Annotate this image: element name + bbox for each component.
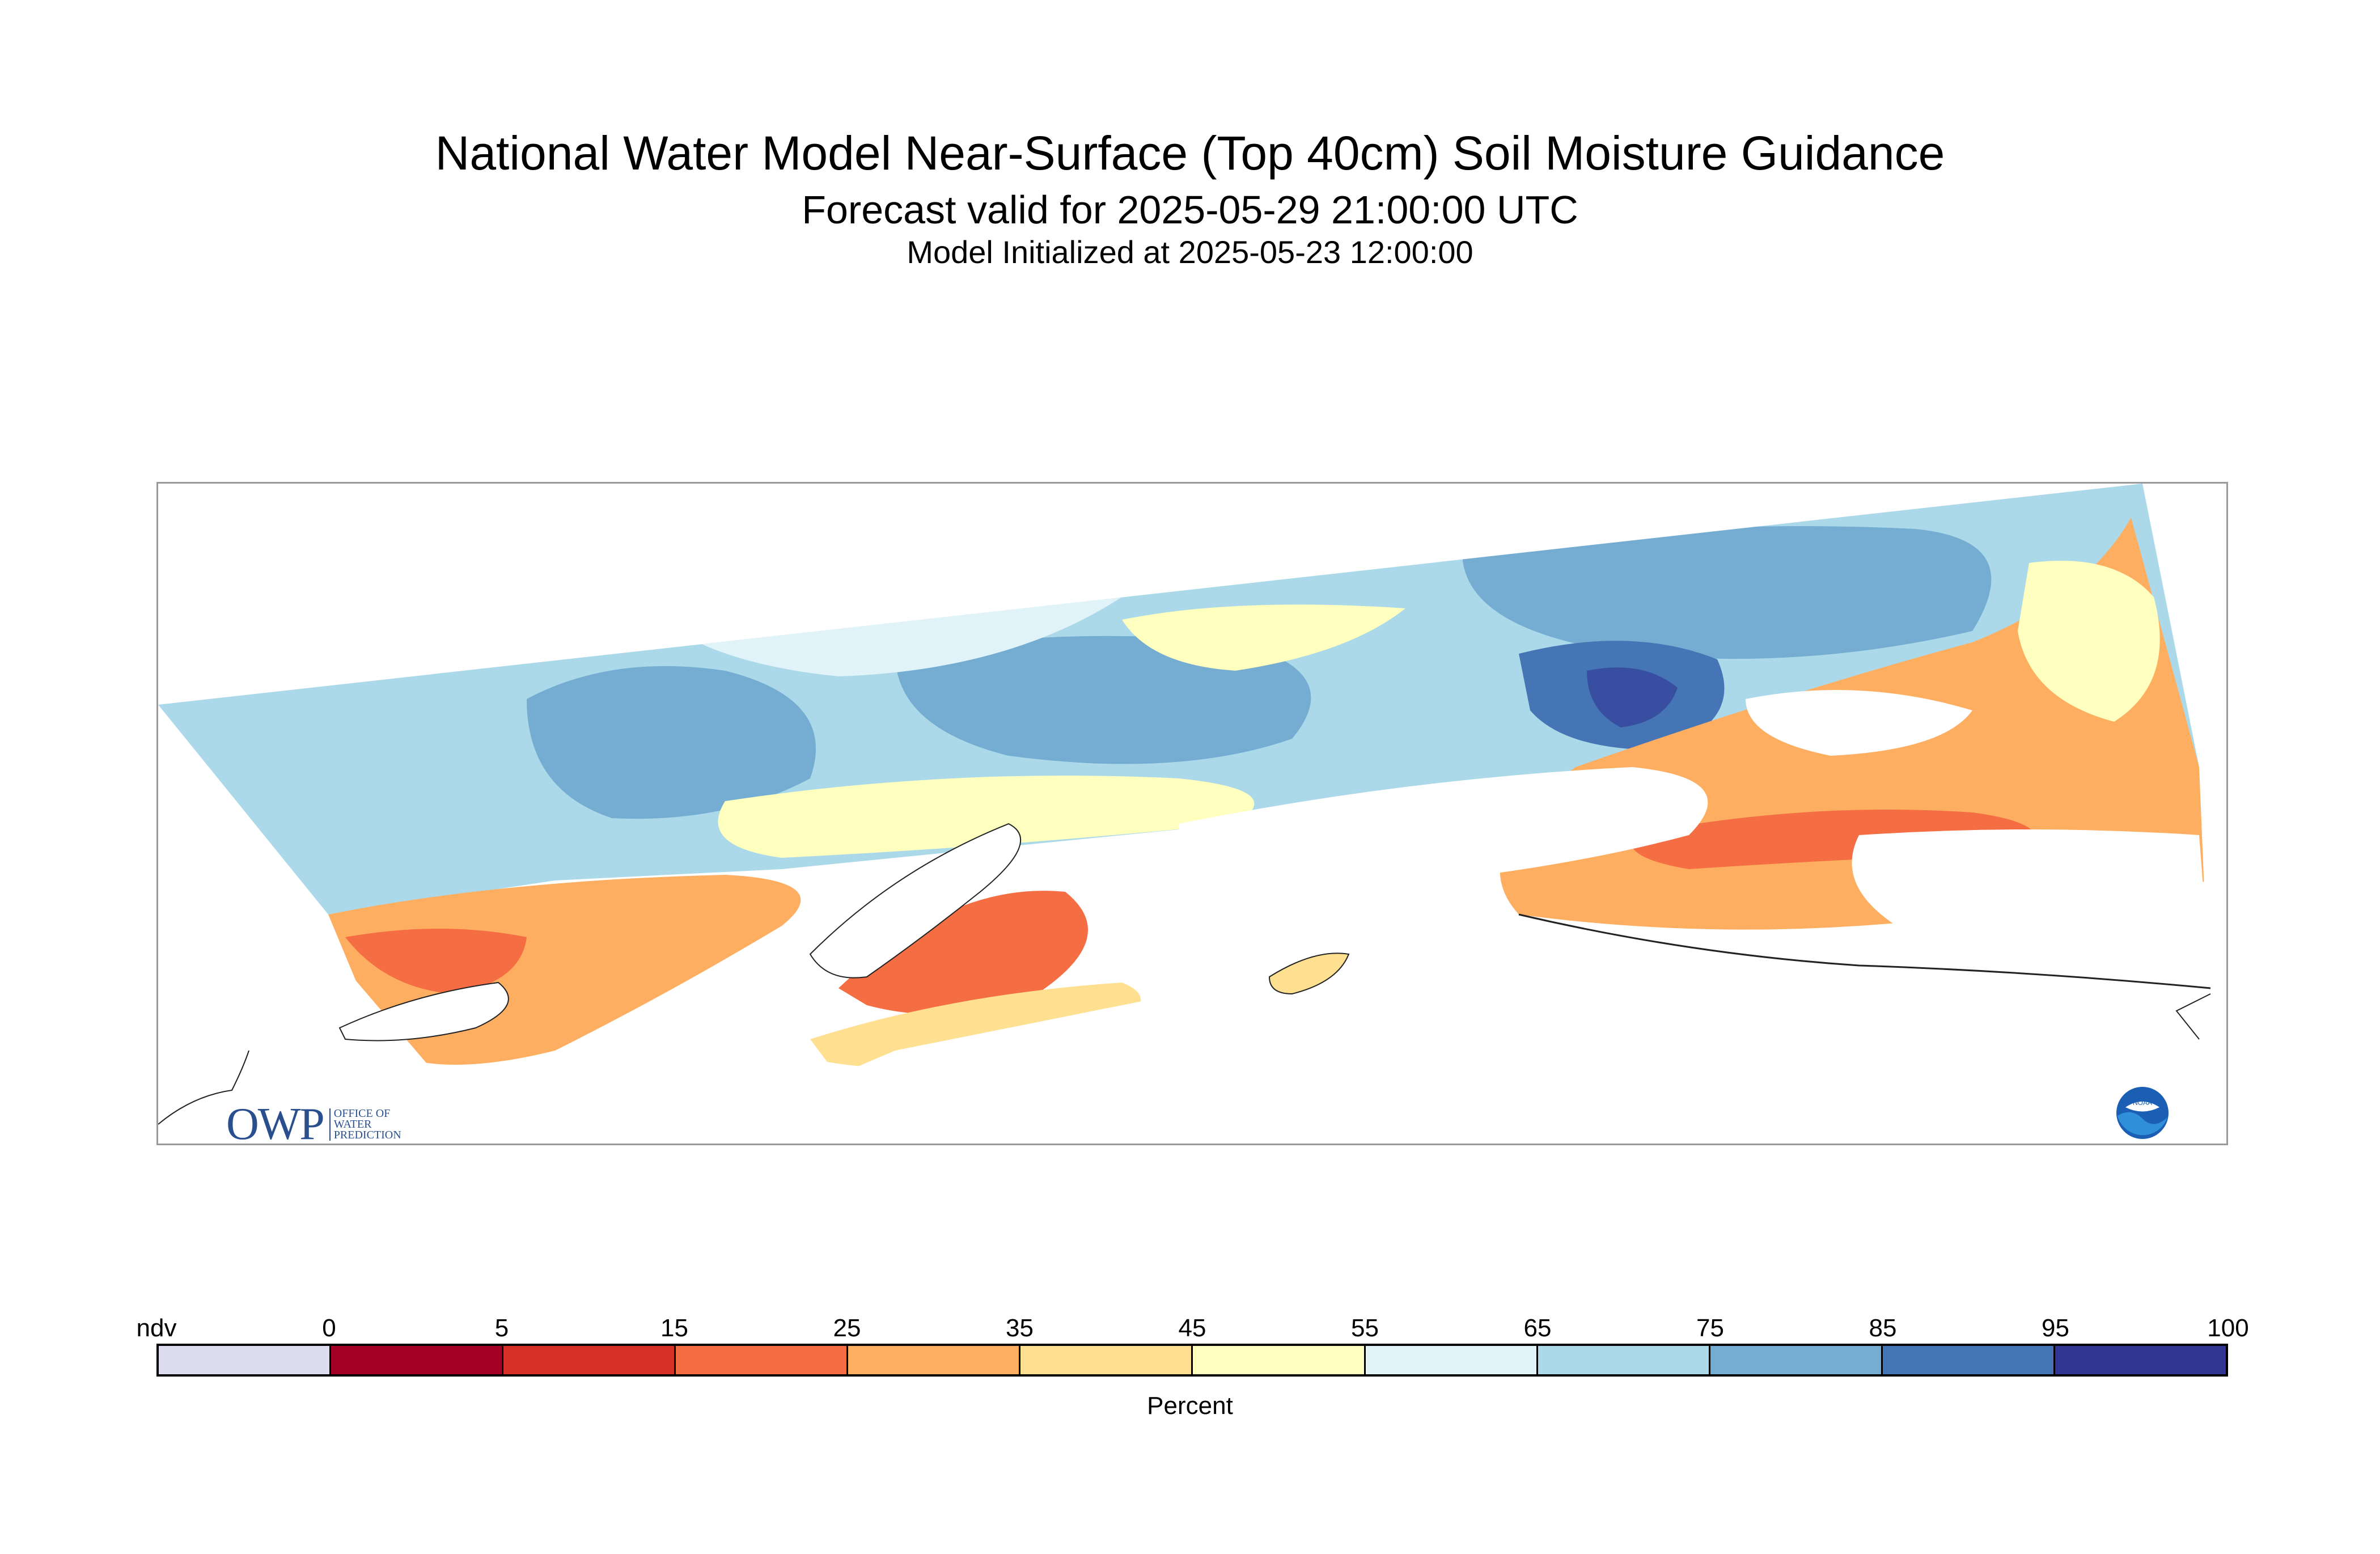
blue-patch-central xyxy=(895,636,1311,764)
colorbar-segment xyxy=(676,1346,849,1374)
colorbar-ticks: ndv 0 5 15 25 35 45 55 65 75 85 95 100 xyxy=(0,1304,2380,1342)
owp-logo-letters: OWP xyxy=(226,1099,325,1145)
noaa-logo-text: NOAA xyxy=(2133,1099,2152,1107)
forecast-valid-time: Forecast valid for 2025-05-29 21:00:00 U… xyxy=(802,188,1578,232)
cook-inlet-water xyxy=(809,823,1022,979)
model-init-time: Model Initialized at 2025-05-23 12:00:00 xyxy=(907,234,1473,270)
colorbar-label: Percent xyxy=(1147,1392,1233,1420)
colorbar-segment xyxy=(1193,1346,1366,1374)
colorbar-tick-label: 35 xyxy=(1006,1314,1034,1342)
noaa-logo-icon: NOAA xyxy=(2116,1087,2169,1139)
colorbar-segment xyxy=(1538,1346,1710,1374)
coastline-southwest xyxy=(158,1050,249,1125)
colorbar-tick-label: 45 xyxy=(1178,1314,1206,1342)
colorbar-segment xyxy=(1882,1346,2055,1374)
owp-logo: OWP OFFICE OF WATER PREDICTION xyxy=(226,1099,401,1145)
colorbar-segment xyxy=(2055,1346,2226,1374)
kodiak-island xyxy=(1268,952,1350,995)
colorbar-tick-label: 55 xyxy=(1351,1314,1379,1342)
owp-subtext-line: WATER xyxy=(333,1117,372,1130)
owp-subtext-line: OFFICE OF xyxy=(333,1107,391,1120)
owp-logo-subtext: OFFICE OF WATER PREDICTION xyxy=(329,1108,401,1141)
colorbar-tick-label: 0 xyxy=(322,1314,336,1342)
colorbar xyxy=(156,1344,2228,1377)
colorbar-segment xyxy=(503,1346,676,1374)
owp-subtext-line: PREDICTION xyxy=(333,1128,401,1141)
colorbar-tick-label: 25 xyxy=(833,1314,861,1342)
coastline-south xyxy=(1518,913,2211,989)
nodata-southeast xyxy=(1852,829,2210,983)
colorbar-tick-label: 95 xyxy=(2042,1314,2069,1342)
colorbar-tick-label: 75 xyxy=(1696,1314,1724,1342)
very-dry-southwest xyxy=(345,929,527,994)
colorbar-segment xyxy=(331,1346,504,1374)
colorbar-tick-label: ndv xyxy=(136,1314,177,1342)
blue-patch-east xyxy=(1462,526,1992,659)
colorbar-segment xyxy=(1710,1346,1883,1374)
peninsula-dry xyxy=(838,891,1088,1014)
colorbar-segment xyxy=(848,1346,1021,1374)
soil-moisture-map: OWP OFFICE OF WATER PREDICTION NOAA xyxy=(156,482,2228,1145)
alaska-map-graphic xyxy=(158,484,2211,1125)
nodata-alaska-range xyxy=(1179,767,1708,892)
yellow-band-north xyxy=(1122,604,1405,671)
yellow-patch-east xyxy=(2018,561,2160,722)
nodata-east xyxy=(1746,690,1972,756)
colorbar-segment xyxy=(159,1346,332,1374)
deep-blue-core xyxy=(1587,667,1678,727)
colorbar-tick-label: 85 xyxy=(1869,1314,1897,1342)
colorbar-tick-label: 5 xyxy=(494,1314,509,1342)
colorbar-segment xyxy=(1020,1346,1193,1374)
colorbar-segment xyxy=(1365,1346,1538,1374)
coastline-canada xyxy=(2175,993,2211,1040)
map-title: National Water Model Near-Surface (Top 4… xyxy=(435,126,1945,180)
blue-patch-west xyxy=(527,666,816,819)
yellow-coastal-strip xyxy=(718,776,1255,858)
colorbar-tick-label: 15 xyxy=(660,1314,688,1342)
colorbar-tick-label: 100 xyxy=(2207,1314,2249,1342)
colorbar-tick-label: 65 xyxy=(1523,1314,1552,1342)
bristol-bay-water xyxy=(338,981,509,1041)
